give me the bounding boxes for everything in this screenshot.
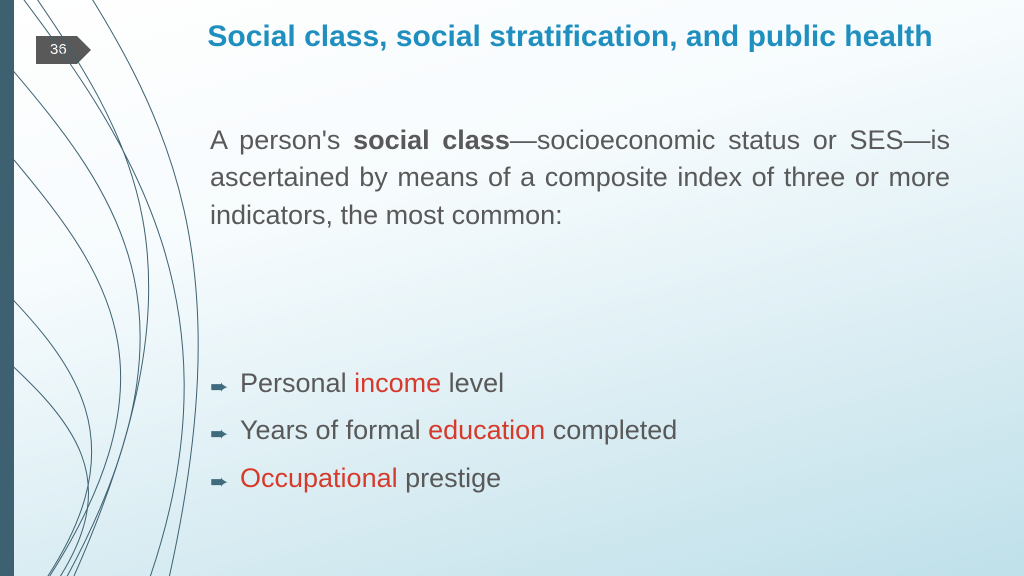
list-item: ➨ Occupational prestige	[210, 455, 950, 502]
bullet-icon: ➨	[210, 471, 240, 493]
slide-title: Social class, social stratification, and…	[190, 18, 950, 56]
bullet-icon: ➨	[210, 376, 240, 398]
bullet-list: ➨ Personal income level ➨ Years of forma…	[210, 360, 950, 502]
page-number: 36	[50, 41, 67, 58]
body-bold: social class	[353, 125, 510, 155]
bullet-icon: ➨	[210, 423, 240, 445]
body-pre: A person's	[210, 125, 353, 155]
list-item: ➨ Years of formal education completed	[210, 407, 950, 454]
page-number-badge: 36	[36, 36, 77, 64]
bullet-text: Years of formal education completed	[240, 407, 677, 454]
list-item: ➨ Personal income level	[210, 360, 950, 407]
bullet-text: Personal income level	[240, 360, 504, 407]
body-paragraph: A person's social class—socioeconomic st…	[210, 122, 950, 234]
left-accent-bar	[0, 0, 14, 576]
bullet-text: Occupational prestige	[240, 455, 501, 502]
